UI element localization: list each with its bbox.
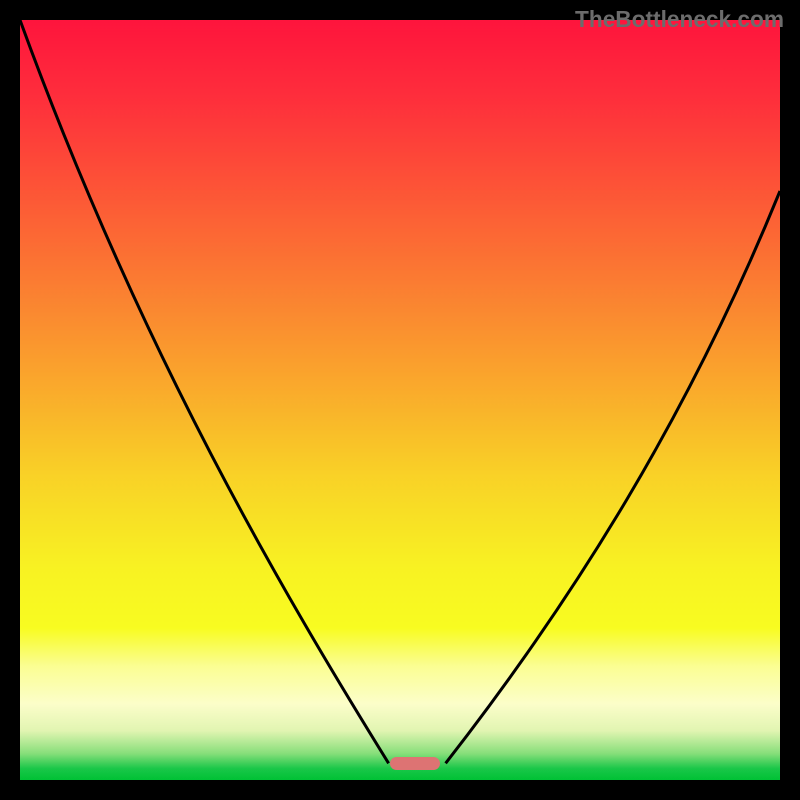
- chart-container: TheBottleneck.com: [0, 0, 800, 800]
- curve-right-branch: [446, 191, 780, 763]
- optimal-point-marker: [390, 757, 440, 770]
- curve-left-branch: [20, 20, 389, 763]
- watermark-text: TheBottleneck.com: [575, 6, 784, 33]
- bottleneck-curve: [20, 20, 780, 780]
- plot-area: [20, 20, 780, 780]
